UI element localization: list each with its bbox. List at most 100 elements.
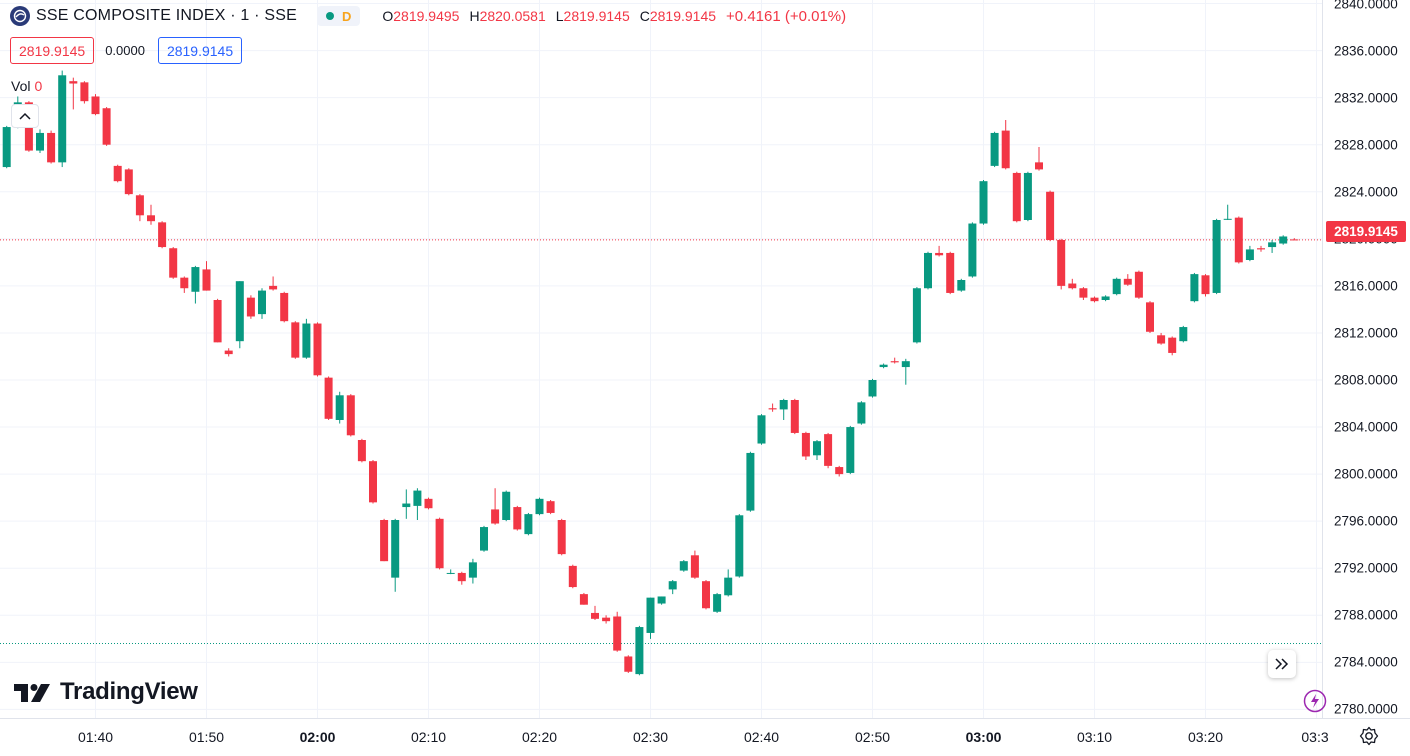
candle[interactable] — [91, 94, 100, 116]
candle[interactable] — [102, 107, 111, 146]
candle[interactable] — [868, 378, 877, 398]
candle[interactable] — [746, 451, 755, 512]
candle[interactable] — [535, 497, 544, 516]
candle[interactable] — [979, 180, 988, 225]
candle[interactable] — [1123, 274, 1132, 286]
candle[interactable] — [1035, 147, 1043, 171]
candle[interactable] — [990, 131, 999, 168]
candle[interactable] — [224, 348, 233, 357]
candle[interactable] — [591, 605, 599, 620]
candle[interactable] — [158, 221, 167, 249]
candle[interactable] — [779, 398, 788, 420]
candle[interactable] — [235, 281, 244, 349]
candle[interactable] — [1068, 278, 1077, 290]
candle[interactable] — [269, 276, 278, 291]
candle[interactable] — [69, 77, 78, 110]
candle[interactable] — [579, 592, 588, 605]
candle[interactable] — [291, 321, 300, 359]
candle[interactable] — [391, 518, 400, 592]
candle[interactable] — [613, 611, 622, 652]
candle[interactable] — [546, 500, 555, 515]
buy-button[interactable]: 2819.9145 — [157, 37, 243, 64]
candle[interactable] — [524, 512, 533, 536]
candle[interactable] — [435, 517, 444, 570]
candle[interactable] — [1179, 325, 1188, 343]
candle[interactable] — [402, 489, 411, 519]
candle[interactable] — [1134, 270, 1143, 299]
candle[interactable] — [80, 81, 89, 104]
market-status-pill[interactable]: D — [316, 6, 361, 26]
candle[interactable] — [1101, 295, 1110, 302]
candle[interactable] — [1223, 204, 1232, 220]
tradingview-logo[interactable]: TradingView — [14, 678, 198, 706]
candle[interactable] — [280, 291, 289, 323]
candle[interactable] — [413, 488, 422, 520]
candle[interactable] — [468, 558, 477, 584]
candle[interactable] — [757, 414, 766, 445]
candle[interactable] — [147, 204, 155, 225]
candle[interactable] — [901, 358, 910, 385]
candle[interactable] — [335, 391, 344, 424]
candle[interactable] — [824, 432, 833, 469]
candle[interactable] — [646, 597, 655, 639]
candle[interactable] — [713, 592, 722, 613]
candle[interactable] — [790, 398, 799, 435]
candle[interactable] — [502, 490, 511, 522]
candle[interactable] — [357, 438, 366, 463]
candle-series[interactable] — [0, 70, 1299, 676]
gear-icon[interactable] — [1358, 725, 1380, 747]
candle[interactable] — [369, 460, 377, 504]
candle[interactable] — [668, 580, 677, 595]
candle[interactable] — [1201, 274, 1210, 297]
candle[interactable] — [1234, 216, 1243, 264]
candle[interactable] — [513, 505, 522, 531]
candle[interactable] — [457, 571, 466, 585]
candle[interactable] — [1245, 245, 1254, 262]
candle[interactable] — [302, 318, 311, 359]
candle[interactable] — [602, 615, 611, 624]
candle[interactable] — [635, 625, 644, 676]
candle[interactable] — [213, 298, 222, 343]
volume-legend[interactable]: Vol 0 — [11, 78, 42, 94]
sell-button[interactable]: 2819.9145 — [10, 37, 95, 64]
candle[interactable] — [557, 518, 566, 556]
candle[interactable] — [380, 518, 389, 562]
candle[interactable] — [1279, 235, 1288, 245]
candle[interactable] — [702, 580, 710, 610]
candle[interactable] — [679, 560, 688, 572]
candle[interactable] — [135, 194, 144, 222]
candle[interactable] — [1012, 171, 1021, 223]
candle[interactable] — [1001, 120, 1010, 170]
candle[interactable] — [724, 569, 733, 597]
candle[interactable] — [180, 276, 189, 293]
candle[interactable] — [1023, 171, 1032, 222]
candle[interactable] — [1079, 287, 1088, 300]
candle[interactable] — [191, 265, 200, 304]
candle[interactable] — [246, 295, 255, 319]
candle[interactable] — [346, 394, 355, 437]
lightning-icon[interactable] — [1303, 689, 1327, 713]
candle[interactable] — [258, 288, 266, 319]
candle[interactable] — [657, 596, 666, 605]
candle[interactable] — [1190, 272, 1199, 303]
candle[interactable] — [1112, 277, 1121, 296]
candle[interactable] — [968, 222, 977, 278]
symbol-title[interactable]: SSE COMPOSITE INDEX · 1 · SSE — [36, 7, 297, 24]
candle[interactable] — [735, 514, 744, 578]
candle[interactable] — [890, 357, 899, 364]
candle[interactable] — [912, 287, 921, 344]
scroll-to-realtime-button[interactable] — [1268, 650, 1296, 678]
candle[interactable] — [1290, 238, 1299, 241]
candle[interactable] — [946, 251, 955, 295]
candle[interactable] — [1268, 240, 1277, 253]
candle[interactable] — [36, 129, 44, 153]
candle[interactable] — [480, 525, 488, 552]
candle[interactable] — [1157, 332, 1166, 345]
candle[interactable] — [2, 125, 11, 169]
candle[interactable] — [801, 431, 810, 460]
candle[interactable] — [113, 164, 122, 183]
candle[interactable] — [124, 168, 133, 196]
candle[interactable] — [857, 401, 866, 425]
candle[interactable] — [324, 376, 333, 420]
candle[interactable] — [1168, 336, 1177, 356]
